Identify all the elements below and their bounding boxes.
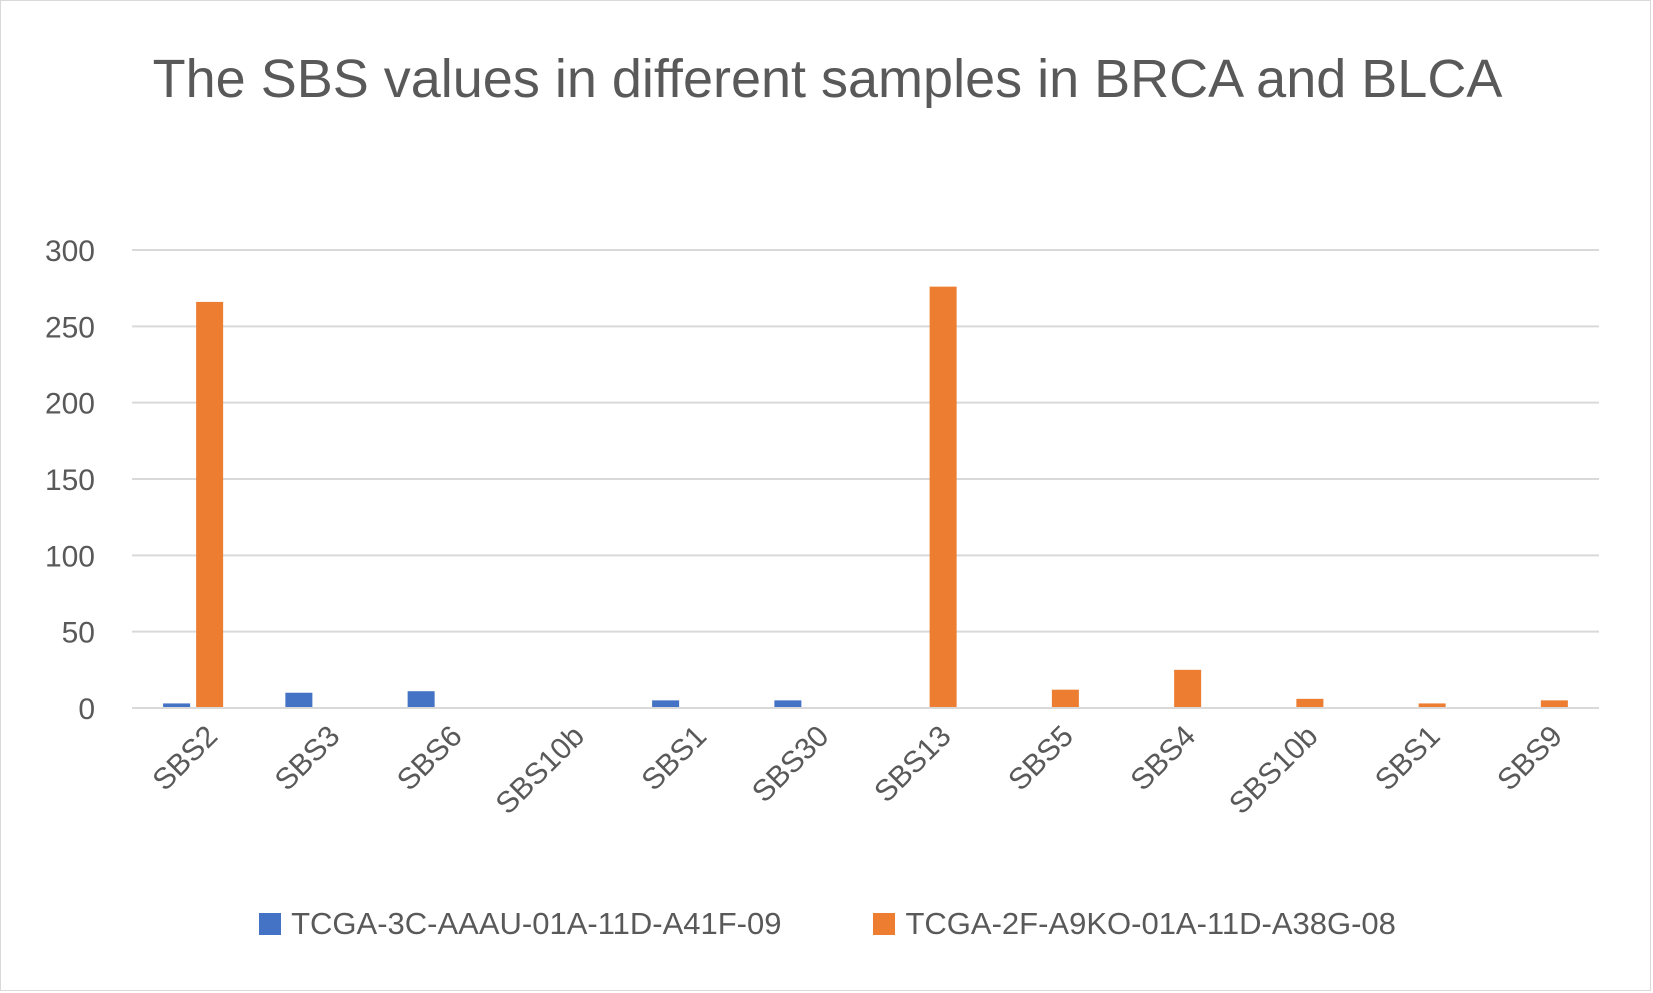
y-axis-tick-labels: 0 50 100 150 200 250 300 <box>45 235 95 726</box>
x-tick-label: SBS4 <box>1124 720 1202 798</box>
chart-title: The SBS values in different samples in B… <box>152 49 1503 109</box>
bar-1-sbs1 <box>652 700 680 708</box>
bar-1-sbs6 <box>407 691 435 708</box>
legend-swatch-series-2 <box>873 913 896 935</box>
legend-swatch-series-1 <box>259 913 282 935</box>
x-tick-label: SBS9 <box>1491 720 1569 798</box>
y-tick-label: 50 <box>62 617 95 650</box>
y-tick-label: 100 <box>45 540 95 573</box>
bar-1-sbs30 <box>774 700 802 708</box>
y-tick-label: 150 <box>45 464 95 497</box>
bar-2-sbs4 <box>1174 669 1202 708</box>
bar-2-sbs2 <box>196 301 224 708</box>
legend-label-series-1: TCGA-3C-AAAU-01A-11D-A41F-09 <box>291 906 782 941</box>
x-tick-label: SBS30 <box>746 720 835 809</box>
x-tick-label: SBS10b <box>1223 720 1324 821</box>
x-tick-label: SBS5 <box>1002 720 1080 798</box>
y-tick-label: 200 <box>45 388 95 421</box>
y-tick-label: 250 <box>45 311 95 344</box>
x-tick-label: SBS10b <box>490 720 591 821</box>
bar-1-sbs2 <box>163 703 191 708</box>
legend-item-series-2: TCGA-2F-A9KO-01A-11D-A38G-08 <box>873 906 1396 942</box>
bar-2-sbs9 <box>1540 700 1568 708</box>
x-tick-label: SBS13 <box>868 720 957 809</box>
x-tick-label: SBS1 <box>635 720 713 798</box>
gridlines <box>132 249 1599 633</box>
legend-item-series-1: TCGA-3C-AAAU-01A-11D-A41F-09 <box>259 906 781 942</box>
x-tick-label: SBS1 <box>1369 720 1447 798</box>
bar-2-sbs1 <box>1418 703 1446 708</box>
x-tick-label: SBS3 <box>269 720 347 798</box>
x-tick-label: SBS2 <box>146 720 224 798</box>
legend: TCGA-3C-AAAU-01A-11D-A41F-09 TCGA-2F-A9K… <box>1 906 1653 942</box>
y-tick-label: 300 <box>45 235 95 268</box>
x-tick-label: SBS6 <box>391 720 469 798</box>
bar-2-sbs13 <box>929 286 957 708</box>
legend-label-series-2: TCGA-2F-A9KO-01A-11D-A38G-08 <box>905 906 1396 941</box>
x-axis-tick-labels: SBS2 SBS3 SBS6 SBS10b SBS1 SBS30 SBS13 SBS5 SBS4… <box>146 720 1568 821</box>
bars <box>163 286 1568 708</box>
bar-2-sbs5 <box>1051 689 1079 708</box>
y-tick-label: 0 <box>78 693 95 726</box>
bar-1-sbs3 <box>285 692 313 708</box>
bar-2-sbs10b <box>1296 698 1324 708</box>
